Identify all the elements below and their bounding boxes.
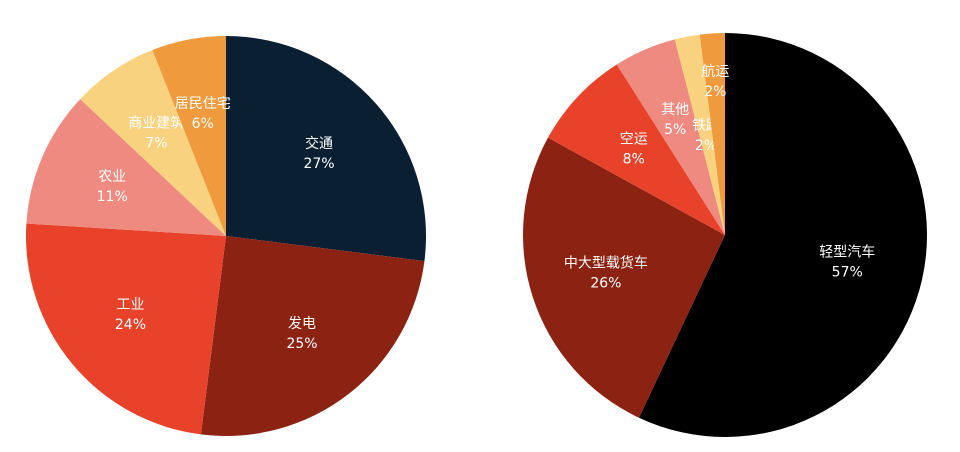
pie-slice	[25, 223, 226, 435]
slice-label: 农业	[98, 169, 126, 185]
slice-label: 居民住宅	[175, 96, 231, 112]
slice-label: 中大型载货车	[564, 255, 648, 272]
value-label: 27%	[303, 156, 334, 172]
slice-label: 轻型汽车	[819, 243, 875, 260]
value-label: 7%	[145, 135, 167, 151]
value-label: 2%	[704, 84, 726, 100]
slice-label: 发电	[288, 316, 316, 332]
pie-slice	[226, 36, 427, 262]
pie-slice	[674, 34, 725, 235]
value-label: 25%	[286, 336, 317, 352]
value-label: 8%	[623, 151, 645, 167]
value-label: 11%	[97, 189, 128, 205]
pie-slice	[638, 33, 927, 437]
slice-label: 交通	[305, 135, 333, 152]
pie-slice	[200, 236, 425, 436]
pie-slice	[547, 64, 725, 235]
value-label: 26%	[590, 276, 621, 292]
slice-label: 其他	[661, 102, 689, 118]
pie-slice	[522, 137, 725, 418]
slice-label: 航运	[701, 64, 729, 80]
value-label: 6%	[192, 116, 214, 132]
pie-slice	[80, 50, 227, 236]
pie-slice	[699, 33, 725, 235]
pie-slice	[616, 39, 725, 235]
slice-label: 商业建筑	[128, 115, 184, 131]
pie-slice	[26, 99, 227, 236]
pie-slice	[152, 36, 226, 236]
slice-label: 空运	[620, 131, 648, 147]
value-label: 2%	[695, 138, 717, 154]
slice-label: 工业	[116, 297, 144, 313]
value-label: 24%	[115, 317, 146, 333]
value-label: 57%	[832, 264, 863, 280]
value-label: 5%	[664, 122, 686, 138]
